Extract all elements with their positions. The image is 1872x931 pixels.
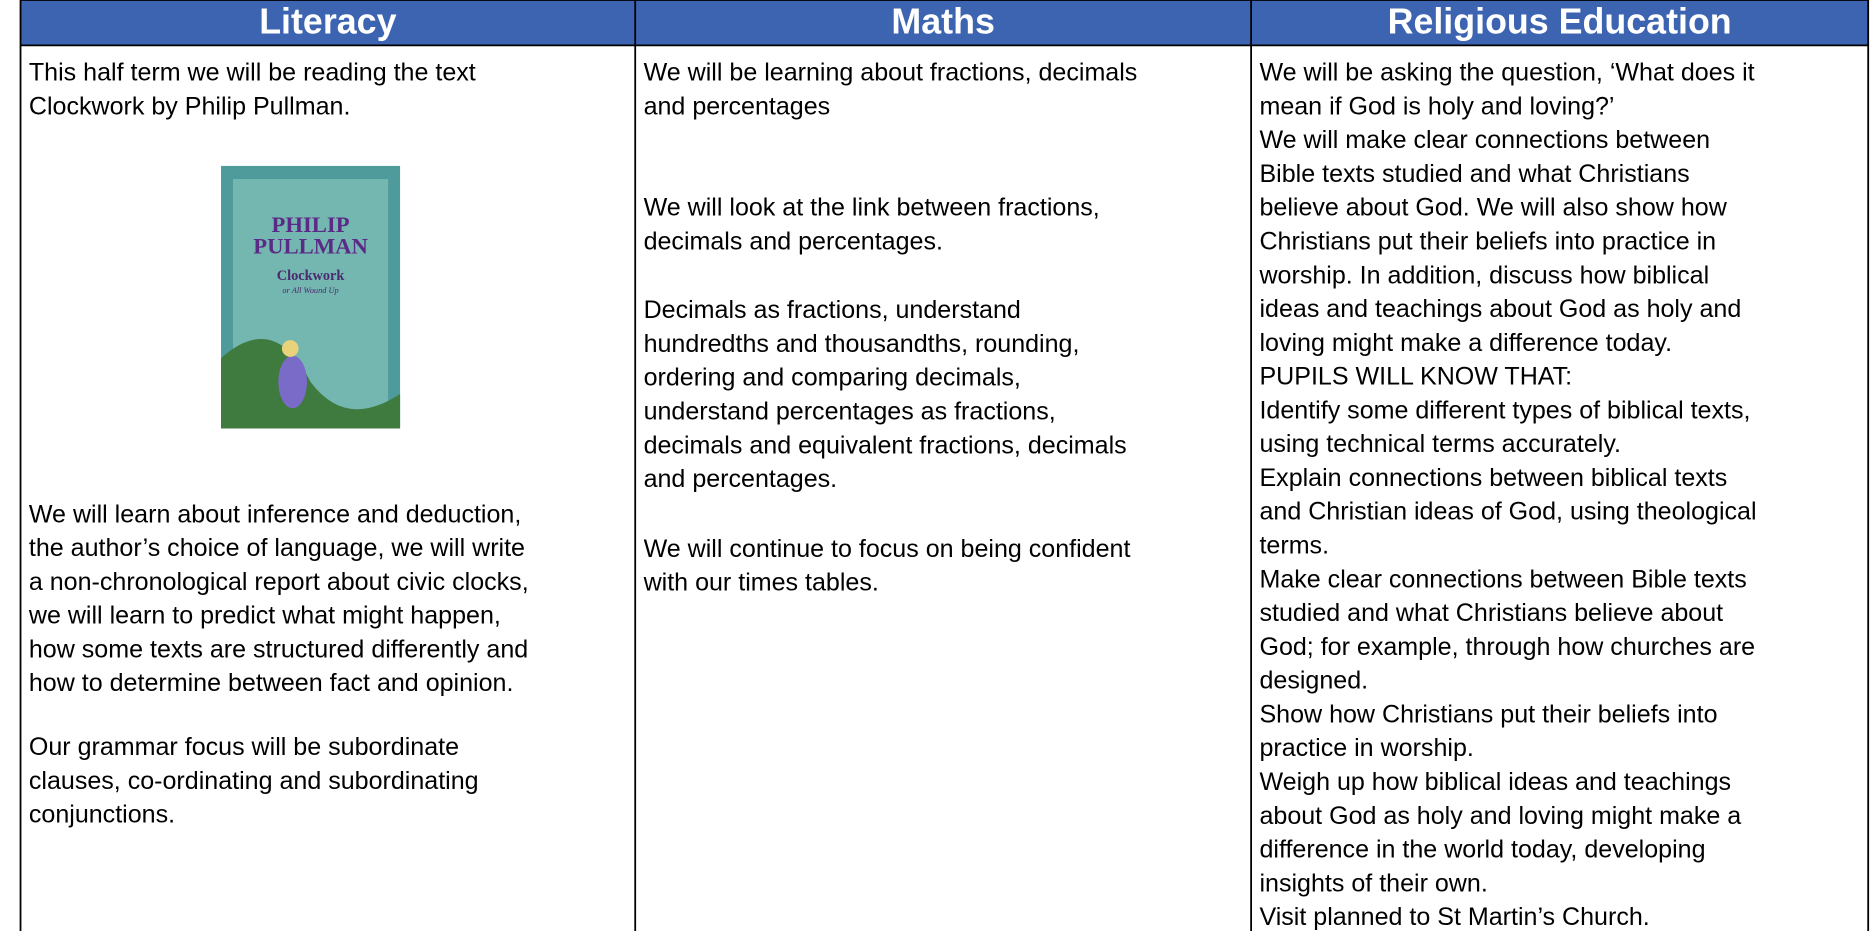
body-line: decimals and equivalent fractions, decim… [644, 431, 1127, 459]
body-line: Make clear connections between Bible tex… [1259, 565, 1746, 593]
body-line: God; for example, through how churches a… [1259, 633, 1755, 661]
body-line: a non-chronological report about civic c… [29, 568, 529, 596]
body-line: worship. In addition, discuss how biblic… [1258, 261, 1709, 289]
body-line: conjunctions. [29, 801, 175, 829]
header-row [20, 0, 1869, 46]
body-line: Decimals as fractions, understand [644, 296, 1021, 324]
body-line: how some texts are structured differentl… [29, 635, 528, 663]
cover-author: PULLMAN [253, 233, 368, 258]
column-header: Maths [891, 1, 994, 41]
body-line: We will be asking the question, ‘What do… [1259, 59, 1754, 87]
body-line: ordering and comparing decimals, [644, 364, 1021, 392]
body-line: clauses, co-ordinating and subordinating [29, 767, 479, 795]
body-line: This half term we will be reading the te… [29, 59, 476, 87]
body-line: Show how Christians put their beliefs in… [1259, 700, 1717, 728]
body-line: difference in the world today, developin… [1259, 836, 1705, 864]
body-line: hundredths and thousandths, rounding, [644, 330, 1080, 358]
cover-title: Clockwork [277, 268, 345, 284]
body-line: designed. [1259, 667, 1368, 695]
cover-figure [278, 355, 307, 409]
body-line: and percentages [644, 92, 831, 120]
body-line: and Christian ideas of God, using theolo… [1259, 498, 1756, 526]
body-line: Clockwork by Philip Pullman. [29, 92, 351, 120]
body-line: practice in worship. [1259, 734, 1473, 762]
body-line: terms. [1259, 532, 1329, 560]
cover-author: PHILIP [272, 212, 350, 237]
body-line: the author’s choice of language, we will… [29, 534, 525, 562]
body-line: how to determine between fact and opinio… [29, 669, 514, 697]
body-line: believe about God. We will also show how [1259, 194, 1727, 222]
body-line: Christians put their beliefs into practi… [1259, 228, 1716, 256]
body-line: studied and what Christians believe abou… [1259, 599, 1723, 627]
book-cover [221, 165, 401, 429]
body-line: loving might make a difference today. [1259, 329, 1672, 357]
body-line: We will be learning about fractions, dec… [644, 59, 1138, 87]
body-line: understand percentages as fractions, [644, 397, 1056, 425]
body-line: We will continue to focus on being confi… [644, 535, 1131, 563]
body-line: Weigh up how biblical ideas and teaching… [1259, 768, 1731, 796]
body-line: Our grammar focus will be subordinate [29, 733, 459, 761]
body-line: PUPILS WILL KNOW THAT: [1259, 363, 1572, 391]
body-line: We will look at the link between fractio… [644, 194, 1100, 222]
cover-foliage [221, 338, 401, 429]
column-header: Religious Education [1388, 1, 1732, 41]
body-line: mean if God is holy and loving?’ [1259, 92, 1614, 120]
cover-subtitle: or All Wound Up [282, 286, 338, 295]
body-line: and percentages. [644, 465, 838, 493]
body-line: ideas and teachings about God as holy an… [1259, 295, 1741, 323]
body-line: about God as holy and loving might make … [1259, 802, 1741, 830]
body-line: with our times tables. [643, 569, 879, 597]
body-line: Explain connections between biblical tex… [1259, 464, 1727, 492]
body-line: We will make clear connections between [1259, 126, 1710, 154]
body-line: decimals and percentages. [644, 227, 943, 255]
body-line: we will learn to predict what might happ… [28, 602, 501, 630]
body-line: Identify some different types of biblica… [1259, 396, 1750, 424]
cover-figure-head [281, 340, 299, 357]
body-line: using technical terms accurately. [1259, 430, 1620, 458]
body-line: insights of their own. [1259, 869, 1487, 897]
body-line: Visit planned to St Martin’s Church. [1259, 903, 1649, 931]
body-line: Bible texts studied and what Christians [1259, 160, 1689, 188]
table-borders [19, 0, 1870, 931]
body-line: We will learn about inference and deduct… [29, 500, 521, 528]
column-header: Literacy [259, 1, 396, 41]
